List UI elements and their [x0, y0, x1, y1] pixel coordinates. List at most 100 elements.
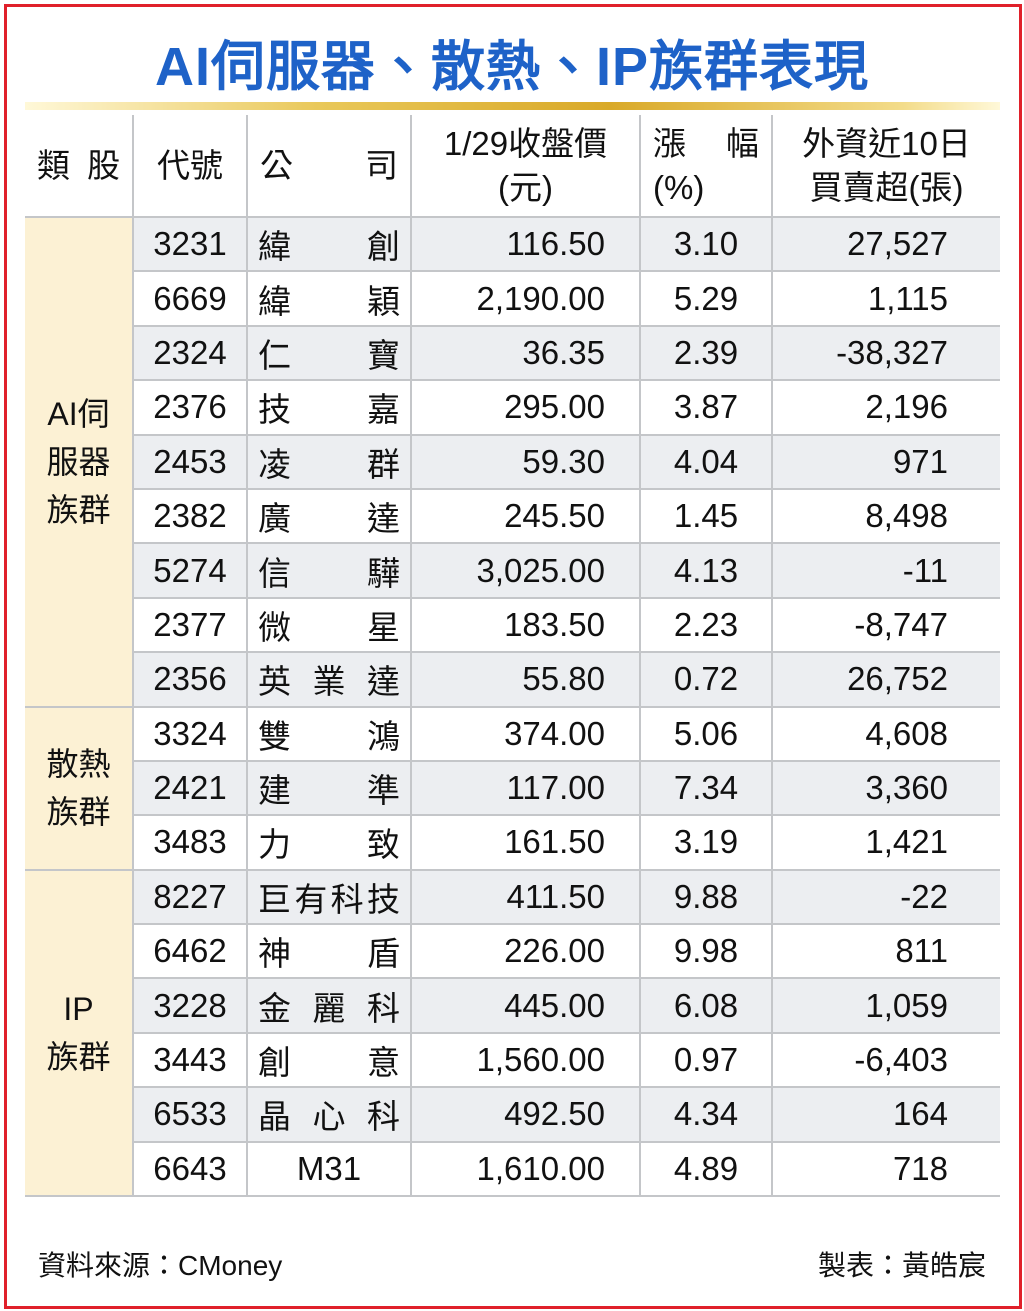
change-pct: 6.08: [639, 977, 773, 1034]
data-row: 2324 仁寶 36.35 2.39 -38,327: [25, 324, 1000, 382]
stock-code: 6669: [133, 270, 248, 327]
stock-code: 2376: [133, 379, 248, 436]
close-price: 117.00: [410, 759, 641, 817]
foreign-net: 811: [771, 923, 1000, 980]
header-cell: 漲幅 (%): [639, 115, 773, 218]
change-pct: 4.13: [639, 542, 773, 599]
group-name: 服器: [46, 443, 111, 480]
company: 力致: [246, 814, 412, 871]
close-price: 161.50: [410, 814, 641, 871]
group-name: 族群: [46, 1038, 111, 1075]
data-row: 2356 英業達 55.80 0.72 26,752: [25, 651, 1000, 708]
close-price: 1,560.00: [410, 1031, 641, 1089]
header-line: (元): [498, 168, 553, 206]
company: 英業達: [246, 651, 412, 708]
data-row: 3228 金麗科 445.00 6.08 1,059: [25, 977, 1000, 1034]
change-pct: 0.72: [639, 651, 773, 708]
close-price: 492.50: [410, 1086, 641, 1143]
close-price: 3,025.00: [410, 542, 641, 599]
stock-code: 2421: [133, 759, 248, 817]
change-pct: 1.45: [639, 487, 773, 545]
header-row: 類股 代號 公司 1/29收盤價 (元) 漲幅 (%) 外資近10日 買賣超(張): [25, 115, 1000, 218]
data-row: 6669 緯穎 2,190.00 5.29 1,115: [25, 270, 1000, 327]
data-row: 2377 微星 183.50 2.23 -8,747: [25, 596, 1000, 654]
header-cell: 1/29收盤價 (元): [410, 115, 641, 218]
group-name: IP: [63, 990, 94, 1027]
stock-code: 2324: [133, 324, 248, 382]
company: 神盾: [246, 923, 412, 980]
change-pct: 5.06: [639, 705, 773, 762]
company: 建準: [246, 759, 412, 817]
data-row: 2382 廣達 245.50 1.45 8,498: [25, 487, 1000, 545]
stock-code: 3324: [132, 705, 248, 762]
foreign-net: 8,498: [771, 487, 1000, 545]
change-pct: 2.39: [639, 324, 773, 382]
header-line: 類股: [37, 146, 120, 184]
data-row: 3443 創意 1,560.00 0.97 -6,403: [25, 1031, 1000, 1089]
data-row: 散熱 族群 3324 雙鴻 374.00 5.06 4,608: [25, 705, 1000, 871]
data-row: 6462 神盾 226.00 9.98 811: [25, 923, 1000, 980]
header-line: 買賣超(張): [809, 168, 964, 206]
close-price: 295.00: [410, 379, 641, 436]
header-line: 1/29收盤價: [443, 124, 608, 162]
foreign-net: 1,421: [771, 814, 1000, 871]
stock-code: 3483: [133, 814, 248, 871]
close-price: 245.50: [410, 487, 641, 545]
title: AI伺服器、散熱、IP族群表現: [154, 37, 870, 97]
company: 凌群: [246, 433, 412, 490]
stock-code: 3443: [133, 1031, 248, 1089]
stock-code: 6462: [133, 923, 248, 980]
change-pct: 3.10: [639, 215, 773, 273]
company: 信驊: [246, 542, 412, 599]
group-cell: 散熱 族群: [25, 705, 134, 871]
close-price: 445.00: [410, 977, 641, 1034]
data-row: 5274 信驊 3,025.00 4.13 -11: [25, 542, 1000, 599]
company: 雙鴻: [246, 705, 412, 762]
close-price: 226.00: [410, 923, 641, 980]
header-cell: 外資近10日 買賣超(張): [771, 115, 1000, 218]
data-row: 2453 凌群 59.30 4.04 971: [25, 433, 1000, 490]
company: 緯創: [246, 215, 412, 273]
foreign-net: 1,115: [771, 270, 1000, 327]
stock-code: 6643: [133, 1140, 248, 1198]
company: 緯穎: [246, 270, 412, 327]
header-line: 漲幅: [653, 124, 759, 162]
stock-code: 3231: [132, 215, 248, 273]
close-price: 1,610.00: [410, 1140, 641, 1198]
change-pct: 4.34: [639, 1086, 773, 1143]
foreign-net: 26,752: [771, 651, 1000, 708]
foreign-net: 718: [771, 1140, 1000, 1198]
header-cell: 類股: [25, 115, 134, 218]
company: 巨有科技: [246, 868, 412, 926]
data-row: AI伺 服器 族群 3231 緯創 116.50 3.10 27,527: [25, 215, 1000, 708]
data-row: 2376 技嘉 295.00 3.87 2,196: [25, 379, 1000, 436]
company: 微星: [246, 596, 412, 654]
foreign-net: 971: [771, 433, 1000, 490]
company: 廣達: [246, 487, 412, 545]
change-pct: 9.88: [639, 868, 773, 926]
header-cell: 公司: [246, 115, 412, 218]
foreign-net: 164: [771, 1086, 1000, 1143]
close-price: 36.35: [410, 324, 641, 382]
group-cell: AI伺 服器 族群: [25, 216, 134, 708]
group-cell: IP 族群: [25, 868, 134, 1198]
change-pct: 0.97: [639, 1031, 773, 1089]
author: 製表：黃皓宸: [817, 1250, 986, 1281]
change-pct: 9.98: [639, 923, 773, 980]
foreign-net: 2,196: [771, 379, 1000, 436]
group-name: 散熱: [46, 746, 111, 783]
change-pct: 5.29: [639, 270, 773, 327]
foreign-net: -6,403: [771, 1031, 1000, 1089]
stock-code: 6533: [133, 1086, 248, 1143]
stock-code: 5274: [133, 542, 248, 599]
change-pct: 7.34: [639, 759, 773, 817]
foreign-net: 3,360: [771, 759, 1000, 817]
company: 金麗科: [246, 977, 412, 1034]
close-price: 116.50: [410, 215, 641, 273]
foreign-net: -11: [771, 542, 1000, 599]
group-name: 族群: [46, 794, 111, 831]
stock-code: 2453: [133, 433, 248, 490]
title-rule: [25, 102, 1000, 110]
group-name: 族群: [46, 491, 111, 528]
data-row: 6533 晶心科 492.50 4.34 164: [25, 1086, 1000, 1143]
